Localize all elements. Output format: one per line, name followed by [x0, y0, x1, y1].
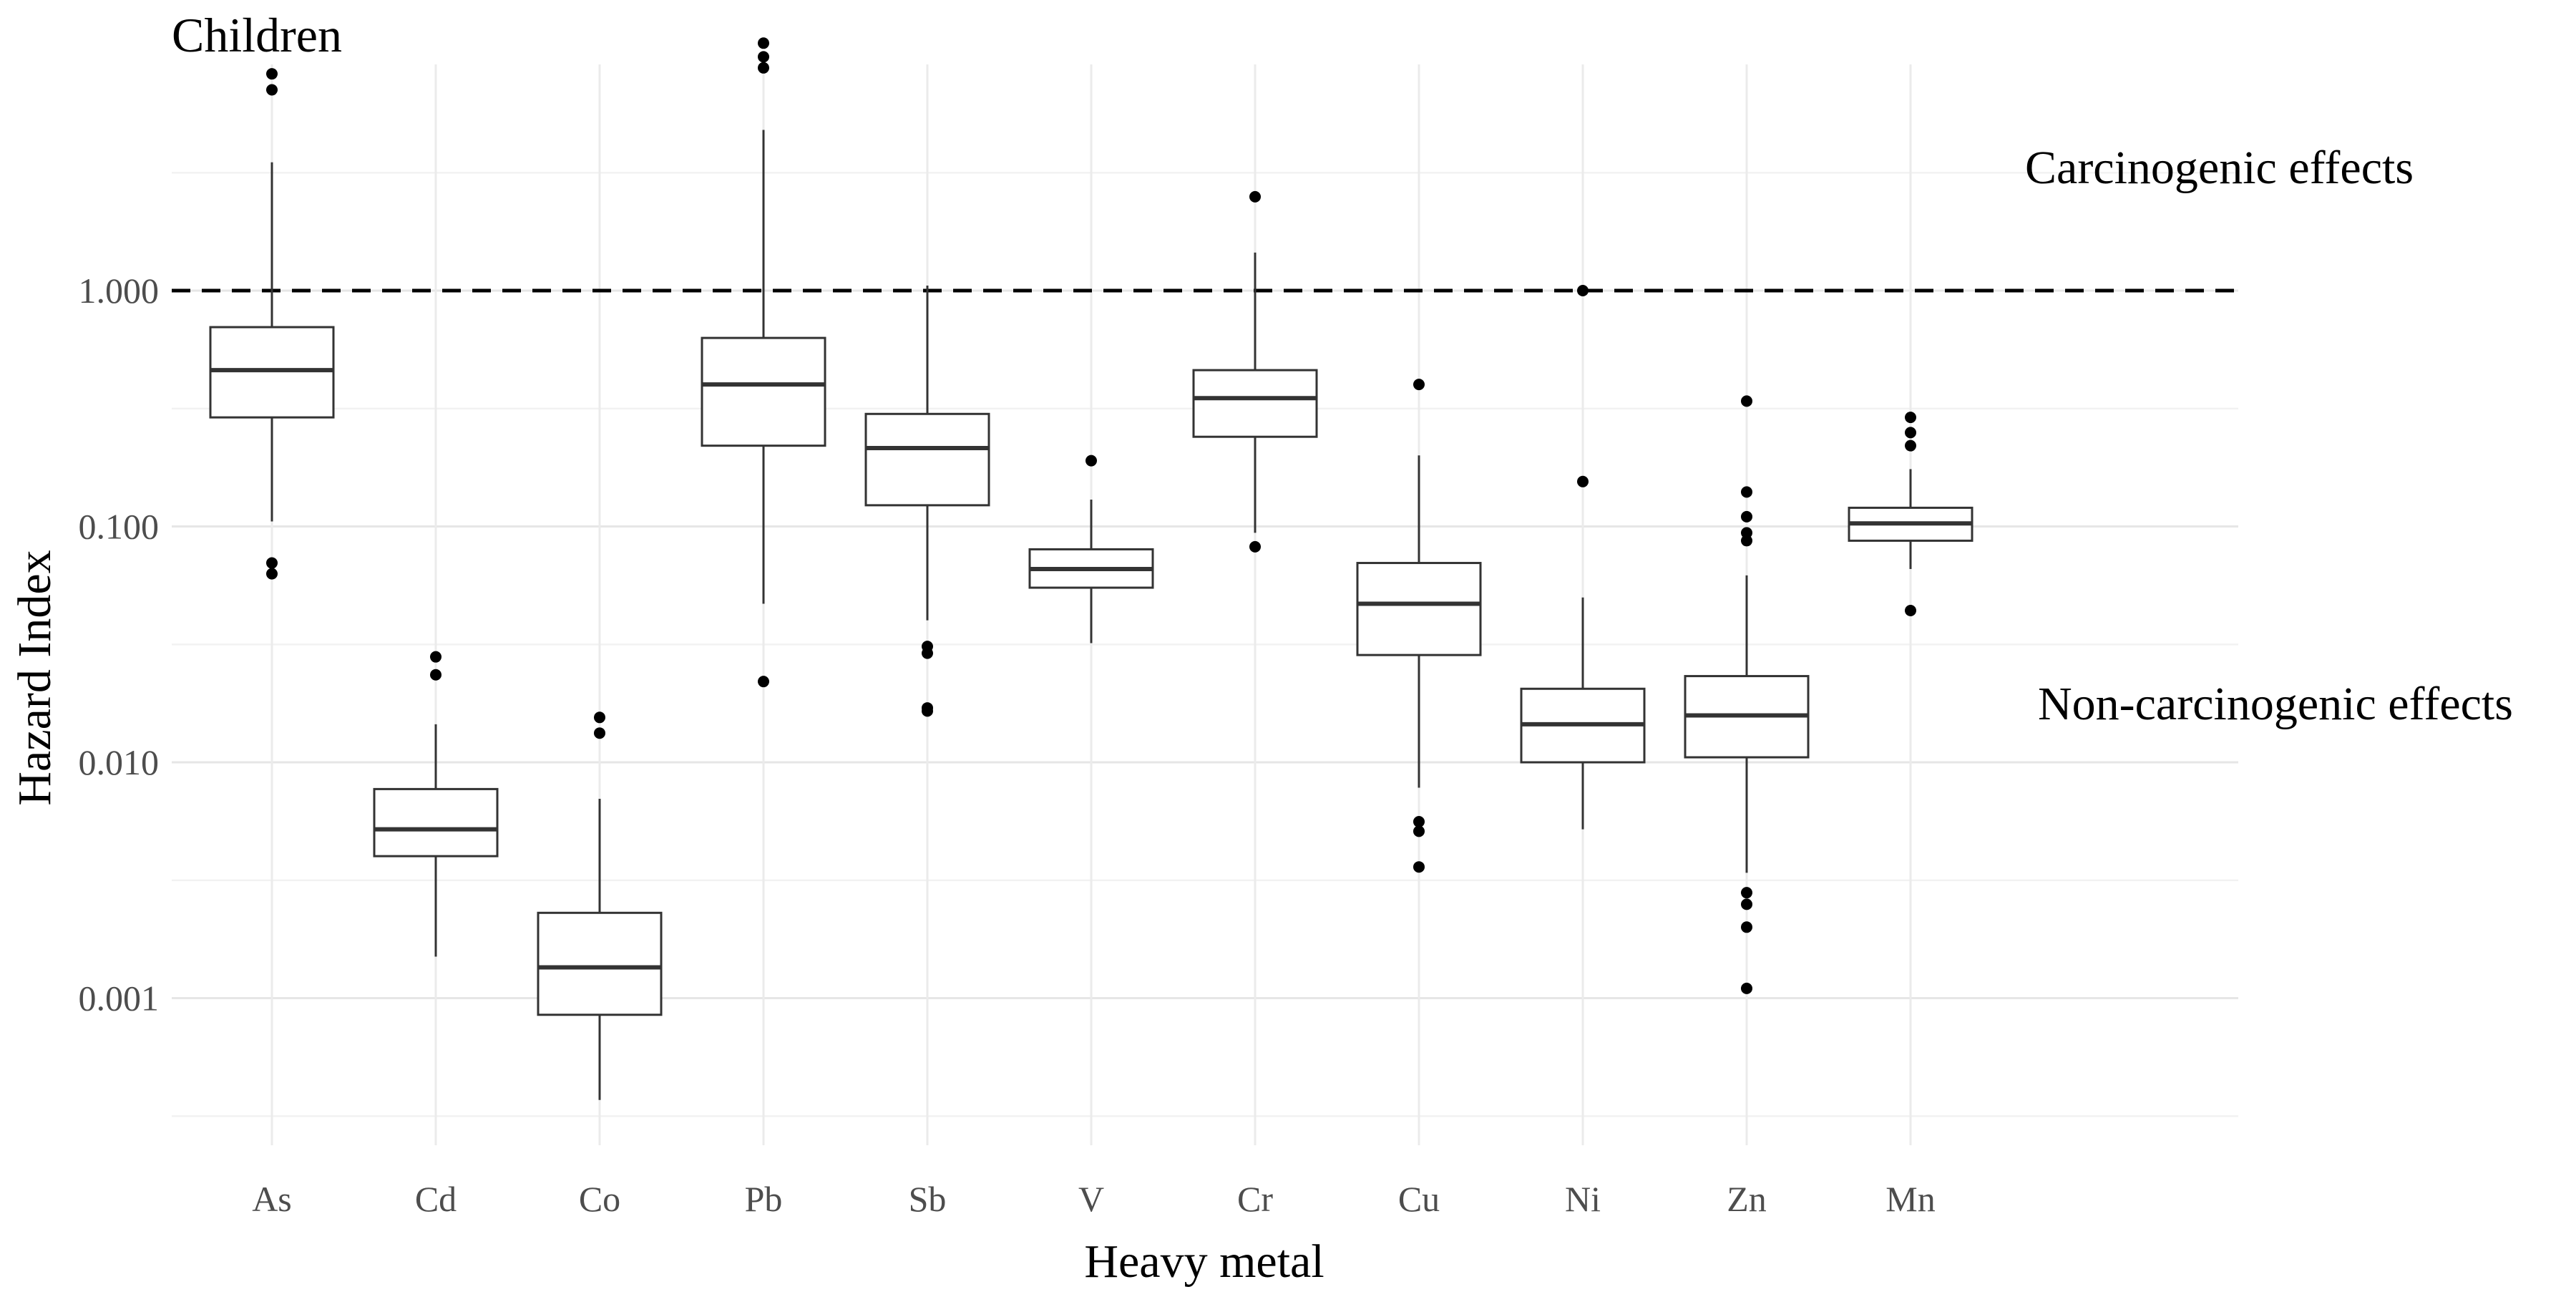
outlier-cu-4 [1413, 379, 1425, 391]
outlier-mn-1 [1905, 604, 1916, 616]
box-pb [701, 37, 826, 688]
outlier-mn-2 [1905, 439, 1916, 452]
annotation-non-carcinogenic: Non-carcinogenic effects [2038, 678, 2513, 730]
y-tick-label-3: 0.100 [79, 507, 160, 547]
outlier-zn-7 [1741, 510, 1752, 523]
outlier-pb-4 [758, 37, 769, 49]
x-tick-label-zn: Zn [1727, 1179, 1767, 1219]
outlier-as-4 [266, 68, 278, 80]
outlier-pb-1 [758, 676, 769, 688]
box-body-co [537, 911, 663, 1016]
x-tick-label-as: As [252, 1179, 292, 1219]
box-cd [373, 651, 499, 957]
box-v [1028, 455, 1154, 643]
outlier-as-3 [266, 84, 278, 96]
outlier-pb-3 [758, 51, 769, 63]
outlier-mn-3 [1905, 427, 1916, 439]
outlier-pb-2 [758, 62, 769, 74]
box-co [537, 711, 663, 1100]
y-tick-label-2: 0.010 [79, 742, 160, 782]
outlier-cr-1 [1249, 540, 1261, 553]
box-zn [1684, 395, 1810, 994]
x-axis-label: Heavy metal [1084, 1235, 1324, 1288]
x-tick-label-sb: Sb [909, 1179, 947, 1219]
box-body-pb [701, 336, 826, 447]
y-tick-label-1: 0.001 [79, 978, 160, 1019]
x-tick-label-mn: Mn [1885, 1179, 1935, 1219]
y-axis-label: Hazard Index [9, 550, 61, 805]
outlier-cd-1 [430, 669, 441, 681]
outlier-as-2 [266, 557, 278, 569]
outlier-cd-2 [430, 651, 441, 663]
outlier-sb-2 [922, 702, 933, 714]
box-sb [864, 286, 990, 717]
outlier-zn-3 [1741, 898, 1752, 910]
outlier-zn-1 [1741, 982, 1752, 994]
outlier-zn-6 [1741, 527, 1752, 539]
x-tick-labels: As Cd Co Pb Sb V Cr Cu Ni Zn Mn [252, 1179, 1936, 1219]
outlier-co-2 [594, 711, 605, 724]
annotation-carcinogenic: Carcinogenic effects [2025, 142, 2414, 194]
outlier-as-1 [266, 568, 278, 580]
x-tick-label-cd: Cd [415, 1179, 457, 1219]
outlier-mn-4 [1905, 412, 1916, 424]
box-cr [1192, 190, 1318, 553]
outlier-co-1 [594, 727, 605, 739]
chart-title: Children [172, 8, 342, 62]
box-cu [1356, 379, 1482, 873]
outlier-v-1 [1085, 455, 1097, 467]
box-body-sb [864, 412, 990, 507]
box-body-cr [1192, 369, 1318, 438]
box-as [209, 68, 335, 580]
outlier-zn-2 [1741, 921, 1752, 933]
outlier-cu-2 [1413, 825, 1425, 837]
y-tick-label-4: 1.000 [79, 271, 160, 311]
box-body-cd [373, 787, 499, 857]
outlier-ni-2 [1577, 285, 1589, 296]
outlier-sb-4 [922, 641, 933, 653]
outlier-cr-2 [1249, 190, 1261, 203]
box-ni [1520, 285, 1646, 830]
x-tick-label-cr: Cr [1237, 1179, 1273, 1219]
box-mn [1848, 412, 1974, 616]
outlier-zn-5 [1741, 535, 1752, 547]
outlier-cu-1 [1413, 861, 1425, 873]
outlier-ni-1 [1577, 475, 1589, 487]
boxes [209, 37, 1974, 1100]
outlier-zn-9 [1741, 395, 1752, 407]
x-tick-label-cu: Cu [1398, 1179, 1440, 1219]
outlier-cu-3 [1413, 815, 1425, 827]
y-tick-labels: 0.001 0.010 0.100 1.000 [79, 271, 160, 1019]
x-tick-label-pb: Pb [745, 1179, 783, 1219]
outlier-zn-8 [1741, 486, 1752, 498]
outlier-zn-4 [1741, 887, 1752, 899]
box-body-cu [1356, 562, 1482, 656]
x-tick-label-v: V [1078, 1179, 1104, 1219]
x-tick-label-ni: Ni [1565, 1179, 1601, 1219]
x-tick-label-co: Co [579, 1179, 620, 1219]
